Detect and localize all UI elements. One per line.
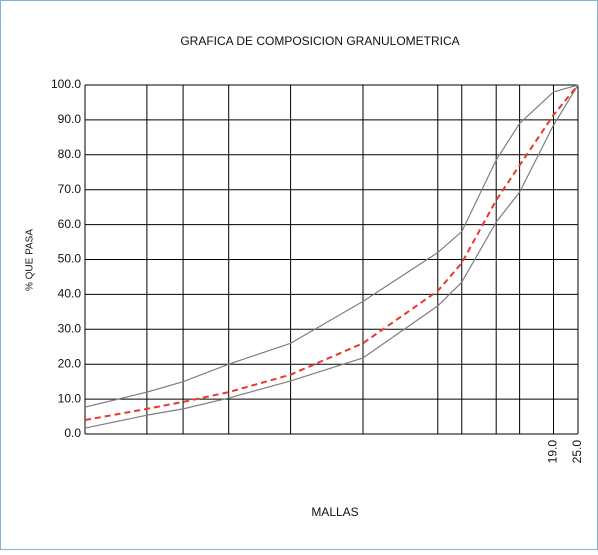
y-tick-label: 60.0 bbox=[58, 217, 82, 231]
y-tick-label: 100.0 bbox=[51, 77, 81, 91]
x-axis-label: MALLAS bbox=[311, 505, 358, 519]
y-tick-label: 50.0 bbox=[58, 252, 82, 266]
y-tick-label: 70.0 bbox=[58, 182, 82, 196]
x-tick-label: 19.0 bbox=[546, 440, 560, 464]
series-line bbox=[84, 84, 579, 408]
y-tick-label: 30.0 bbox=[58, 321, 82, 335]
y-axis-label: % QUE PASA bbox=[25, 229, 36, 291]
y-tick-label: 0.0 bbox=[64, 426, 81, 440]
series-line bbox=[84, 84, 579, 429]
series-line bbox=[84, 84, 579, 422]
x-tick-label: 25.0 bbox=[570, 440, 584, 464]
y-tick-label: 40.0 bbox=[58, 287, 82, 301]
y-tick-label: 90.0 bbox=[58, 112, 82, 126]
chart-title: GRAFICA DE COMPOSICION GRANULOMETRICA bbox=[180, 34, 459, 48]
y-tick-label: 10.0 bbox=[58, 391, 82, 405]
y-tick-label: 80.0 bbox=[58, 147, 82, 161]
y-tick-label: 20.0 bbox=[58, 356, 82, 370]
